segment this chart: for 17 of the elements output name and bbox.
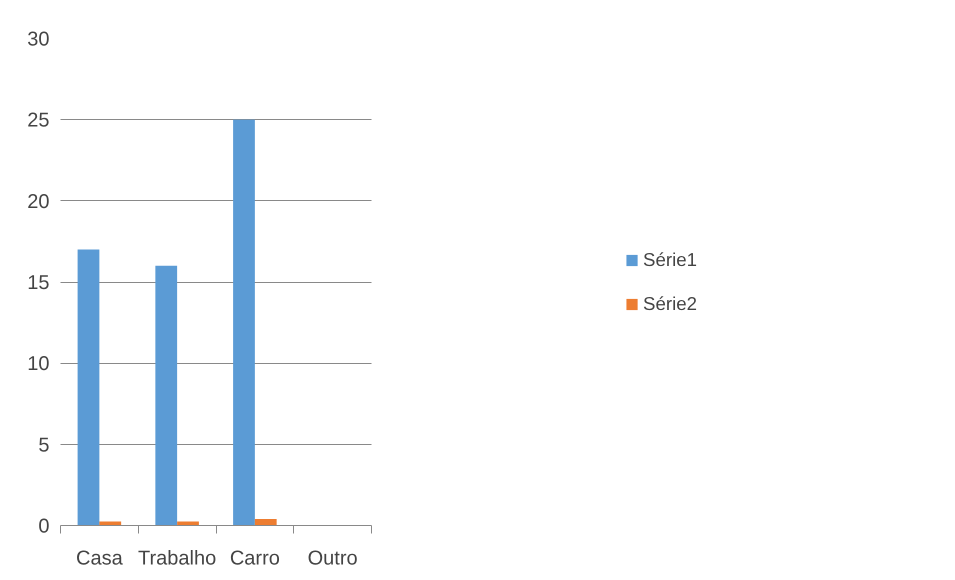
legend-label: Série1 — [643, 248, 697, 270]
y-tick-label: 0 — [38, 516, 50, 538]
y-tick-label: 20 — [27, 190, 50, 213]
x-tick-label: Trabalho — [138, 548, 216, 570]
x-tick-label: Outro — [308, 548, 358, 570]
y-tick-label: 10 — [27, 353, 50, 376]
y-tick-label: 30 — [27, 28, 50, 50]
bar — [233, 120, 255, 526]
bar — [254, 519, 277, 526]
x-tick-label: Carro — [230, 548, 280, 570]
y-tick-label: 5 — [38, 434, 50, 456]
bar — [78, 250, 100, 526]
x-tick-label: Casa — [76, 548, 124, 570]
bar — [155, 266, 178, 526]
y-tick-label: 15 — [27, 272, 50, 294]
legend-label: Série2 — [643, 292, 697, 314]
y-tick-label: 25 — [27, 110, 50, 132]
